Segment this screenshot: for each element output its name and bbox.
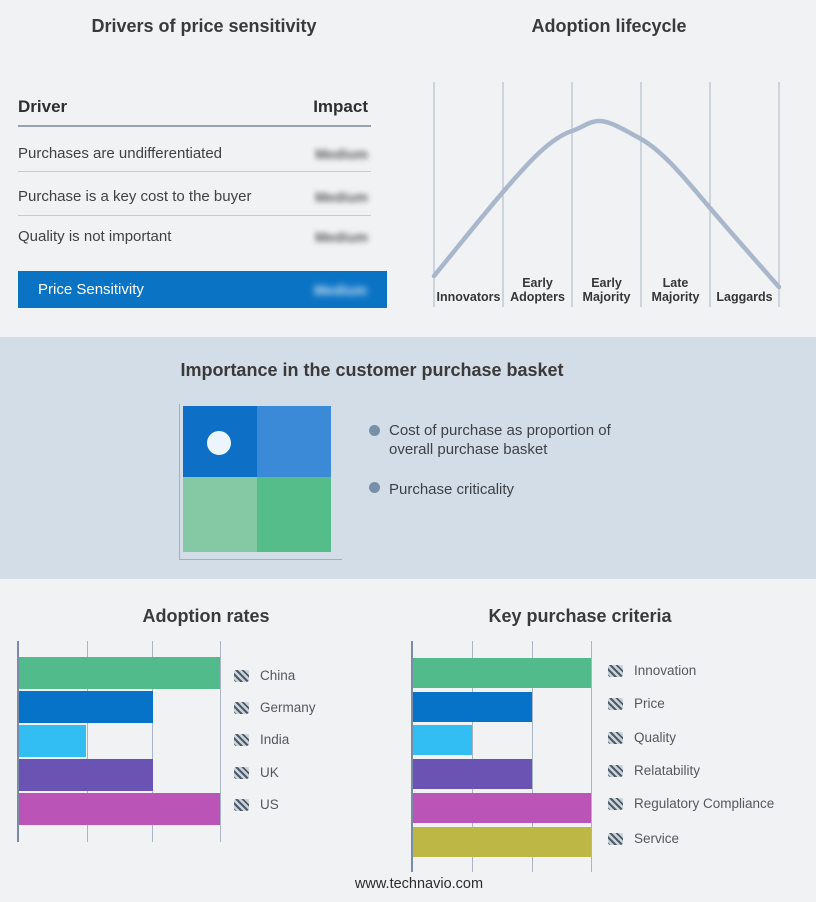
hatch-swatch-icon [608, 697, 623, 710]
bar-india [19, 725, 86, 757]
key-criteria-axis [411, 641, 413, 872]
adoption-rates-title: Adoption rates [142, 606, 270, 626]
bar-quality [413, 725, 473, 755]
hatch-swatch-icon [234, 766, 249, 779]
lifecycle-stage-label: Early Adopters [510, 276, 565, 304]
lifecycle-stage-label: Early Majority [582, 276, 631, 304]
adoption-lifecycle-chart [431, 82, 782, 307]
table-row-driver: Purchase is a key cost to the buyer [18, 188, 252, 205]
basket-title: Importance in the customer purchase bask… [180, 360, 564, 380]
adoption-rates-axis [17, 641, 19, 842]
purchase-basket-band [0, 337, 816, 579]
quadrant-x-axis [179, 559, 342, 560]
legend-item: US [234, 797, 279, 812]
hatch-swatch-icon [608, 664, 623, 677]
hatch-swatch-icon [234, 669, 249, 682]
gridline [472, 641, 473, 872]
col-header-driver: Driver [18, 97, 68, 116]
legend-label: Service [634, 831, 680, 846]
table-row-impact-blurred: Medium [315, 146, 368, 162]
quadrant-cell-top-left [183, 406, 257, 477]
position-dot-icon [207, 431, 231, 455]
legend-label: Quality [634, 730, 677, 745]
hatch-swatch-icon [234, 733, 249, 746]
legend-item: Quality [608, 730, 676, 745]
bar-us [19, 793, 220, 825]
legend-item: Germany [234, 700, 316, 715]
table-row-separator [18, 215, 371, 216]
bar-relatability [413, 759, 532, 789]
drivers-panel-title: Drivers of price sensitivity [91, 16, 317, 36]
hatch-swatch-icon [234, 798, 249, 811]
bar-innovation [413, 658, 591, 688]
legend-label: Innovation [634, 663, 697, 678]
quadrant-y-axis [179, 404, 180, 560]
gridline [532, 641, 533, 872]
col-header-impact: Impact [313, 97, 368, 116]
gridline [220, 641, 221, 842]
quadrant-cell-bottom-left [183, 477, 257, 552]
lifecycle-stage-label: Late Majority [651, 276, 700, 304]
hatch-swatch-icon [608, 764, 623, 777]
bar-china [19, 657, 220, 689]
gridline [591, 641, 592, 872]
legend-label: Regulatory Compliance [634, 796, 775, 811]
hatch-swatch-icon [608, 832, 623, 845]
table-row-driver: Quality is not important [18, 228, 172, 245]
legend-label: US [260, 797, 279, 812]
bar-germany [19, 691, 153, 723]
hatch-swatch-icon [608, 731, 623, 744]
quadrant-cell-top-right [257, 406, 331, 477]
legend-item: Regulatory Compliance [608, 796, 774, 811]
lifecycle-panel-title: Adoption lifecycle [531, 16, 687, 36]
key-criteria-bars [413, 641, 591, 872]
purchase-basket-quadrant [183, 406, 331, 552]
basket-bullet-text: Cost of purchase as proportion of overal… [389, 422, 611, 458]
bullet-icon [369, 425, 380, 436]
bar-price [413, 692, 532, 722]
table-row-impact-blurred: Medium [315, 189, 368, 205]
gridline [87, 641, 88, 842]
highlight-row-impact-blurred: Medium [314, 281, 367, 298]
basket-bullet-text: Purchase criticality [389, 481, 515, 498]
table-row-separator [18, 171, 371, 172]
legend-item: Relatability [608, 763, 700, 778]
bell-curve [431, 118, 782, 290]
bar-uk [19, 759, 153, 791]
legend-label: Price [634, 696, 665, 711]
price-sensitivity-highlight-row: Price Sensitivity Medium [18, 271, 387, 308]
legend-label: India [260, 732, 290, 747]
website-url: www.technavio.com [354, 876, 484, 892]
lifecycle-stage-label: Innovators [436, 290, 501, 304]
legend-item: Service [608, 831, 679, 846]
gridline [152, 641, 153, 842]
legend-label: China [260, 668, 296, 683]
table-header-rule [18, 125, 371, 127]
highlight-row-label: Price Sensitivity [38, 281, 144, 298]
legend-label: Relatability [634, 763, 701, 778]
adoption-rates-bars [19, 641, 220, 842]
table-row-impact-blurred: Medium [315, 229, 368, 245]
legend-item: China [234, 668, 295, 683]
hatch-swatch-icon [608, 797, 623, 810]
legend-item: UK [234, 765, 279, 780]
legend-item: Price [608, 696, 665, 711]
hatch-swatch-icon [234, 701, 249, 714]
legend-label: Germany [260, 700, 316, 715]
table-row-driver: Purchases are undifferentiated [18, 145, 223, 162]
lifecycle-stage-label: Laggards [716, 290, 773, 304]
quadrant-cell-bottom-right [257, 477, 331, 552]
key-purchase-criteria-title: Key purchase criteria [488, 606, 672, 626]
bullet-icon [369, 482, 380, 493]
bar-service [413, 827, 591, 857]
bar-regulatory-compliance [413, 793, 591, 823]
legend-label: UK [260, 765, 279, 780]
legend-item: India [234, 732, 289, 747]
legend-item: Innovation [608, 663, 696, 678]
